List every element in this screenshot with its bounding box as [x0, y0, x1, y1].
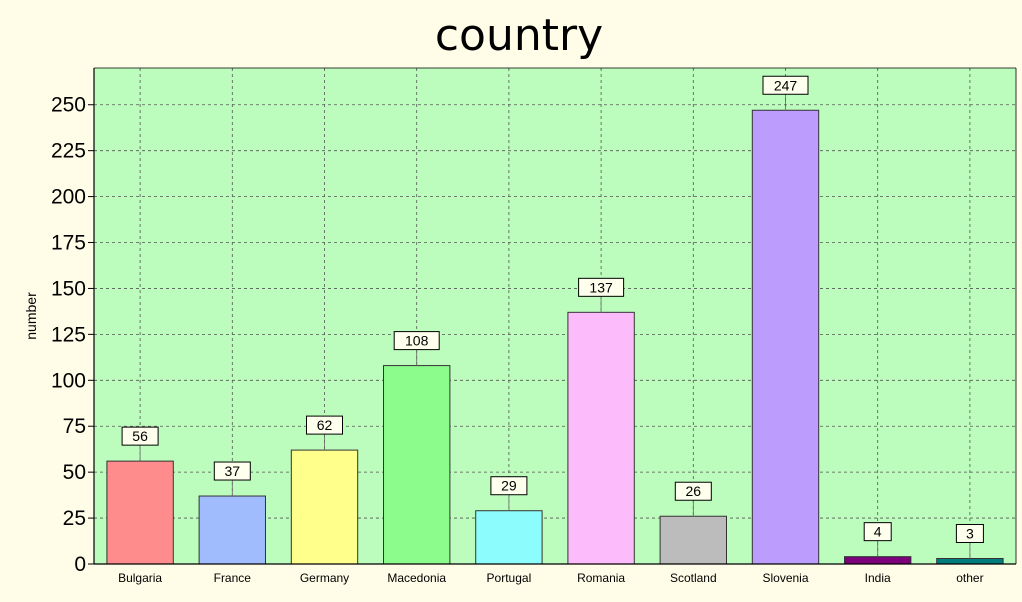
y-tick-label: 175 [51, 232, 86, 255]
data-label: 26 [686, 483, 702, 499]
data-label-box [213, 461, 251, 481]
y-tick-label: 75 [63, 415, 86, 438]
x-tick-label: Romania [577, 571, 625, 585]
data-label: 108 [405, 333, 429, 349]
axes: 0 25 50 75 100 125 150 175 200 225 250 Bulgaria Fran… [51, 67, 1017, 585]
y-tick-label: 150 [51, 277, 86, 300]
y-tick-label: 250 [51, 94, 86, 117]
bar-india [844, 556, 912, 565]
y-tick-label: 200 [51, 186, 86, 209]
bar-other [936, 557, 1004, 565]
x-tick-label: Scotland [670, 571, 717, 585]
bar-portugal [475, 510, 543, 565]
data-label: 56 [132, 428, 148, 444]
data-label-box [490, 476, 528, 496]
y-tick-label: 0 [74, 553, 86, 576]
data-label: 137 [589, 279, 613, 295]
y-tick-label: 25 [63, 507, 86, 530]
x-tick-label: Germany [300, 571, 349, 585]
x-tick-label: France [214, 571, 252, 585]
data-label-box [393, 331, 440, 351]
y-tick-label: 50 [63, 461, 86, 484]
x-tick-label: India [865, 571, 891, 585]
bar-macedonia [383, 365, 451, 565]
x-tick-label: other [956, 571, 983, 585]
x-tick-label: Slovenia [762, 571, 808, 585]
bar-germany [290, 449, 359, 565]
data-label-box [863, 522, 892, 542]
y-tick-label: 225 [51, 140, 86, 163]
x-tick-label: Bulgaria [118, 571, 162, 585]
y-axis-label: number [23, 292, 39, 340]
bar-slovenia [751, 109, 820, 565]
y-tick-label: 100 [51, 369, 86, 392]
x-tick-label: Macedonia [387, 571, 446, 585]
data-label: 3 [966, 525, 974, 541]
y-tick-label: 125 [51, 323, 86, 346]
data-label-box [674, 481, 712, 501]
bar-france [198, 495, 266, 565]
data-label: 62 [317, 417, 333, 433]
data-label-box [955, 523, 984, 543]
data-labels: 56 37 62 108 29 137 26 247 4 3 [121, 75, 984, 559]
x-tick-label: Portugal [487, 571, 532, 585]
chart-title: country [435, 10, 603, 61]
data-label: 247 [774, 77, 798, 93]
data-label: 29 [501, 478, 517, 494]
bar-bulgaria [106, 460, 174, 565]
data-label-box [578, 277, 625, 297]
data-label-box [121, 426, 159, 446]
data-label: 4 [874, 524, 882, 540]
data-label-box [762, 75, 809, 95]
bar-romania [567, 311, 635, 565]
bar-scotland [659, 515, 727, 565]
data-label-box [306, 415, 343, 435]
bars [106, 109, 1004, 565]
data-label: 37 [225, 463, 241, 479]
